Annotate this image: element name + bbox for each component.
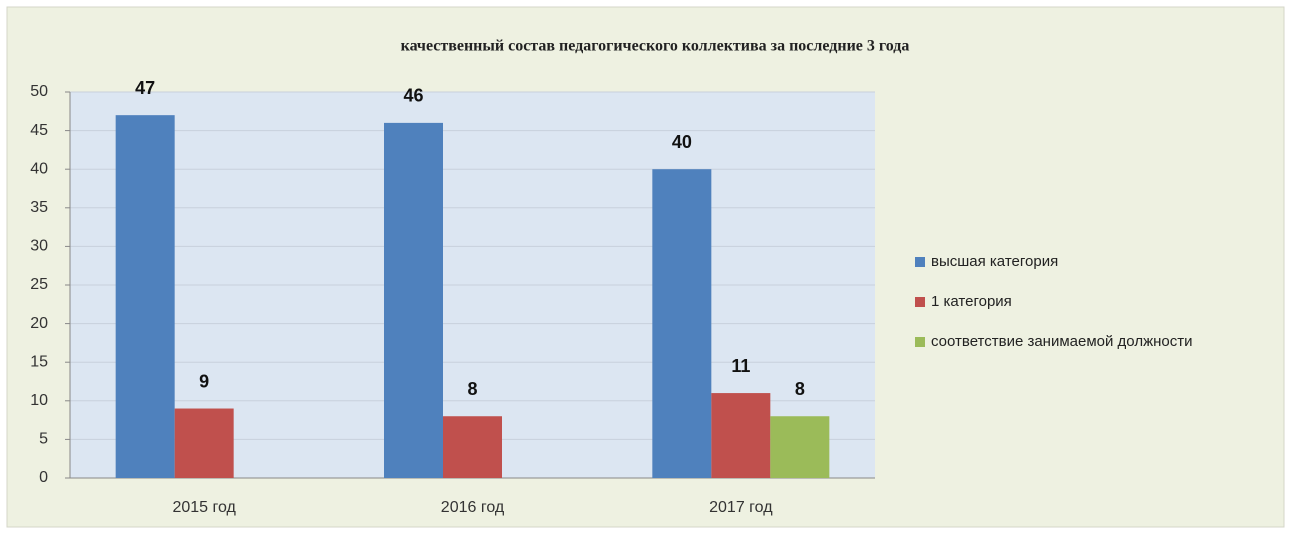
x-tick-label: 2017 год bbox=[709, 499, 773, 516]
chart-title: качественный состав педагогического колл… bbox=[401, 38, 910, 55]
y-tick-label: 5 bbox=[39, 431, 48, 448]
bar bbox=[115, 115, 175, 478]
legend-label: 1 категория bbox=[931, 293, 1012, 310]
y-tick-label: 20 bbox=[30, 315, 48, 332]
y-tick-label: 10 bbox=[30, 392, 48, 409]
data-label: 47 bbox=[135, 78, 155, 98]
y-tick-label: 25 bbox=[30, 276, 48, 293]
data-label: 46 bbox=[403, 86, 423, 106]
bar bbox=[443, 416, 502, 478]
y-tick-label: 45 bbox=[30, 122, 48, 139]
bar bbox=[384, 122, 443, 478]
legend-label: высшая категория bbox=[931, 253, 1058, 270]
legend-swatch bbox=[915, 337, 925, 347]
y-tick-label: 15 bbox=[30, 353, 48, 370]
data-label: 11 bbox=[731, 356, 750, 376]
legend-swatch bbox=[915, 257, 925, 267]
data-label: 9 bbox=[199, 371, 209, 391]
x-tick-label: 2015 год bbox=[172, 499, 236, 516]
bar bbox=[711, 393, 771, 478]
legend-swatch bbox=[915, 297, 925, 307]
y-tick-label: 30 bbox=[30, 238, 48, 255]
data-label: 40 bbox=[672, 132, 692, 152]
y-tick-label: 35 bbox=[30, 199, 48, 216]
bar bbox=[770, 416, 830, 478]
y-tick-label: 40 bbox=[30, 160, 48, 177]
bar bbox=[174, 408, 234, 478]
x-tick-label: 2016 год bbox=[441, 499, 505, 516]
legend-label: соответствие занимаемой должности bbox=[931, 333, 1192, 350]
y-tick-label: 0 bbox=[39, 469, 48, 486]
data-label: 8 bbox=[467, 379, 477, 399]
bar bbox=[652, 169, 712, 478]
data-label: 8 bbox=[795, 379, 805, 399]
y-tick-label: 50 bbox=[30, 83, 48, 100]
